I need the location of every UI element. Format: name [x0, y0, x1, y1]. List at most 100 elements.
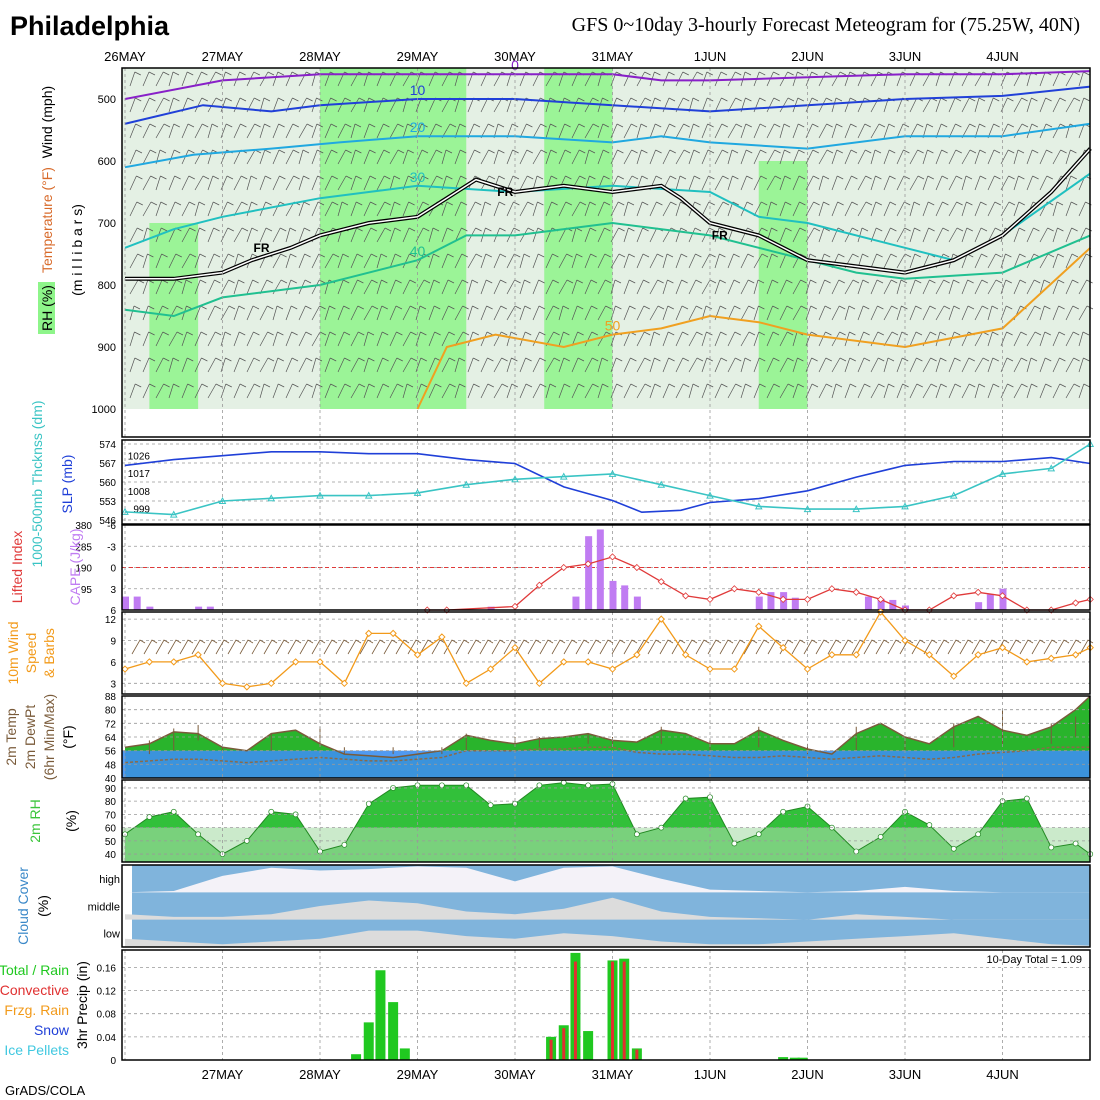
wind-barb — [974, 201, 987, 217]
wind-barb — [909, 383, 923, 399]
rh-point — [926, 822, 933, 828]
wind-barb — [1013, 123, 1029, 139]
rh-swatch — [38, 282, 55, 334]
wind-barb — [129, 175, 143, 191]
cloud-layer-low — [125, 930, 1091, 947]
wind-barb — [506, 305, 522, 321]
top-date-label: 26MAY — [104, 49, 146, 64]
wind-barb — [987, 201, 1001, 217]
wind-barb — [454, 357, 466, 373]
wind-barb — [935, 149, 948, 165]
wind-barb — [493, 279, 507, 295]
wind-speed-point — [535, 679, 544, 688]
wind-speed-point — [657, 615, 665, 623]
pressure-tick-label: 700 — [98, 218, 116, 230]
wind-barb — [701, 357, 713, 373]
wind-barb — [727, 279, 741, 295]
wind-barb — [207, 123, 219, 139]
wind-speed-point — [755, 622, 763, 630]
wind-barb — [558, 279, 574, 295]
wind-barb — [584, 305, 598, 321]
wind-speed-point — [998, 643, 1007, 652]
wind-barb — [675, 71, 689, 87]
wind-speed-point — [413, 651, 422, 659]
top-date-label: 1JUN — [694, 49, 727, 64]
wind-barb — [129, 123, 142, 139]
top-date-label: 2JUN — [791, 49, 824, 64]
wind-barb — [259, 175, 272, 191]
wind-barb — [649, 123, 662, 139]
wind-barb — [1052, 227, 1064, 243]
rh-point — [950, 845, 957, 852]
precip-tick-label: 0.04 — [97, 1033, 117, 1044]
cloud-layer-middle — [125, 897, 1091, 920]
wind-barb — [597, 201, 611, 217]
wind-barb — [545, 201, 558, 217]
thickness-tick-label: 574 — [99, 440, 116, 451]
rh-point — [585, 782, 591, 789]
wind-barb — [519, 357, 532, 373]
wind-barb — [168, 383, 180, 399]
wind-barb — [662, 331, 675, 347]
wind-barb — [311, 201, 325, 217]
wind-barb — [767, 639, 782, 655]
wind-barb — [818, 227, 830, 243]
wind-barb — [298, 201, 310, 217]
wind-barb — [987, 149, 1001, 165]
wind-barb — [948, 149, 962, 165]
wind-speed-point — [218, 679, 227, 688]
wind-barb — [649, 279, 664, 295]
thickness-point — [364, 491, 373, 499]
wind-barb — [337, 175, 353, 191]
wind-barb — [623, 97, 637, 113]
wind-barb — [376, 149, 390, 165]
wind-barb — [584, 123, 600, 139]
top-date-label: 31MAY — [592, 49, 634, 64]
pressure-tick-label: 800 — [98, 280, 116, 292]
wind-barb — [545, 383, 557, 399]
wind-barb — [987, 227, 1002, 243]
wind-barb — [948, 175, 963, 191]
wind-barb — [168, 253, 182, 269]
wind-barb — [233, 97, 247, 113]
precip-legend-label: Snow — [34, 1022, 70, 1038]
wind-barb — [662, 97, 676, 113]
wind-barb — [611, 639, 626, 655]
wind-barb — [1052, 279, 1065, 295]
wind-barb — [1065, 201, 1078, 217]
wind-barb — [662, 253, 674, 269]
wind-barb — [389, 175, 401, 191]
wind-barb — [246, 123, 261, 139]
wind-barb — [1052, 253, 1064, 269]
wind-barb — [815, 639, 830, 655]
wind-barb — [207, 97, 223, 113]
wind-barb — [233, 331, 246, 347]
wind-barb — [493, 383, 509, 399]
precipitation-panel: 10-Day Total = 1.09 0 0.04 0.08 0.12 0.16 Tot… — [0, 949, 1091, 1067]
wind-barb — [389, 331, 403, 347]
wind-barb — [1078, 383, 1090, 399]
wind-barb — [753, 357, 766, 373]
wind-barb — [766, 331, 780, 347]
wind-barb — [623, 253, 635, 269]
temperature-axis-label: (°F) — [60, 725, 76, 748]
wind-barb — [389, 357, 403, 373]
wind-barb — [1055, 639, 1070, 655]
wind-barb — [883, 123, 895, 139]
wind-barb — [662, 149, 676, 165]
wind-barb — [961, 357, 975, 373]
freezing-level-label: FR — [497, 185, 513, 199]
cape-bar — [864, 596, 872, 610]
wind-barb — [259, 357, 275, 373]
wind-barb — [753, 97, 766, 113]
wind-speed-point — [511, 643, 519, 652]
wind-barb — [831, 97, 843, 113]
rh-point — [365, 800, 372, 807]
wind-barb — [870, 279, 884, 295]
wind-barb — [389, 123, 404, 139]
wind-barb — [383, 639, 398, 655]
wind-barb — [168, 175, 181, 191]
temperature-axis-label: Temperature (°F) — [39, 167, 55, 273]
precip-legend-label: Total / Rain — [0, 962, 69, 978]
wind-barb — [740, 123, 752, 139]
